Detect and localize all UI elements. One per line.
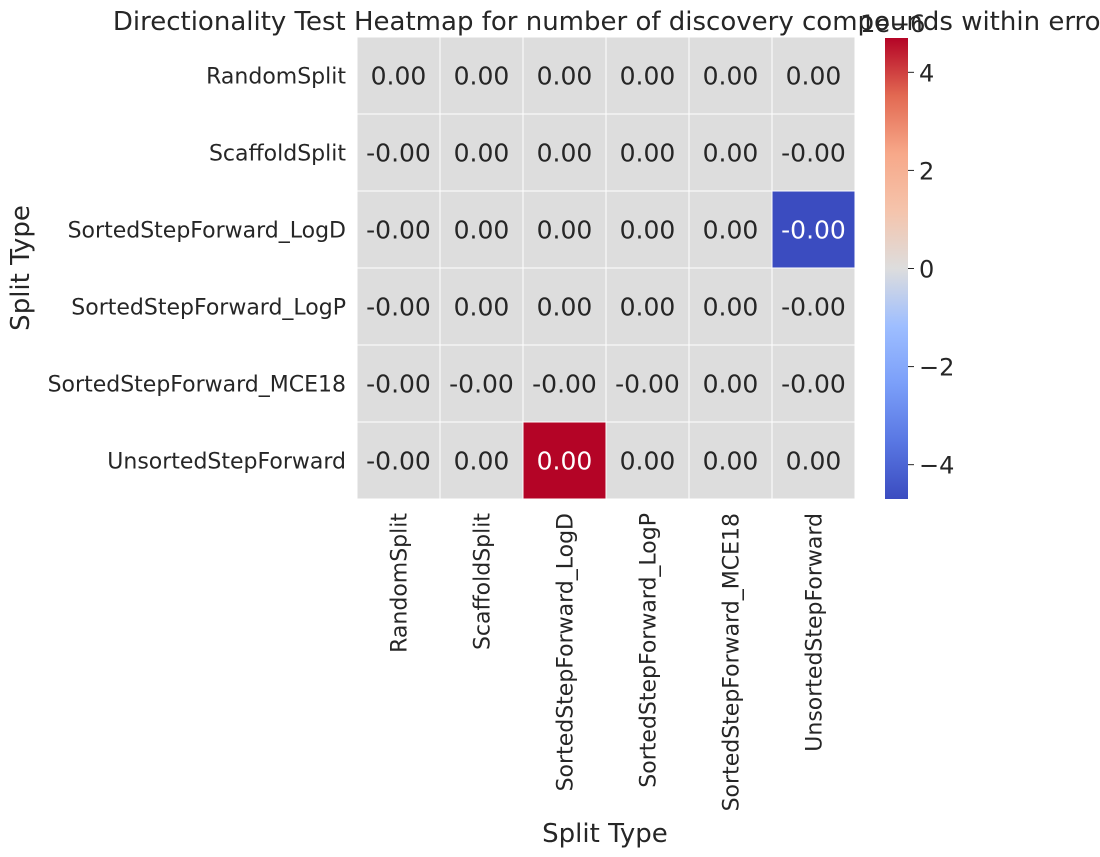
heatmap-cell [771,36,856,115]
cell-value-label: 0.00 [371,62,427,91]
heatmap-cell [688,344,773,423]
heatmap-cell [439,113,524,192]
heatmap-cell [771,190,856,269]
cell-value-label: 0.00 [537,62,593,91]
heatmap-cell [439,36,524,115]
heatmap-cell [356,36,441,115]
heatmap-cell [688,36,773,115]
cell-value-label: 0.00 [620,447,676,476]
cell-value-label: 0.00 [786,62,842,91]
heatmap-cell [688,421,773,500]
cell-value-label: 0.00 [703,62,759,91]
y-axis-label: Split Type [6,205,36,331]
column-tick-label: ScaffoldSplit [471,513,496,650]
cell-value-label: 0.00 [454,216,510,245]
cell-value-label: 0.00 [620,139,676,168]
cell-value-label: -0.00 [532,370,597,399]
heatmap-cells: 0.00 0.00 0.00 0.00 0.00 0.00 -0.00 0.00 0.00 0.0… [356,36,856,500]
heatmap-cell [771,113,856,192]
cell-value-label: -0.00 [781,139,846,168]
cell-value-label: 0.00 [786,447,842,476]
cell-value-label: -0.00 [781,370,846,399]
heatmap-cell [605,113,690,192]
heatmap-cell [688,267,773,346]
row-tick-label: ScaffoldSplit [209,142,346,167]
cell-value-label: 0.00 [620,293,676,322]
heatmap-cell [522,344,607,423]
column-tick-label: SortedStepForward_MCE18 [720,513,745,811]
heatmap-cell [771,344,856,423]
row-tick-label: RandomSplit [206,65,346,90]
heatmap-cell [771,267,856,346]
heatmap-cell [605,344,690,423]
cell-value-label: -0.00 [366,447,431,476]
cell-value-label: 0.00 [537,139,593,168]
cell-value-label: -0.00 [781,216,846,245]
cell-value-label: 0.00 [537,293,593,322]
chart-title: Directionality Test Heatmap for number o… [113,7,1100,37]
heatmap-cell [605,190,690,269]
row-tick-label: SortedStepForward_LogP [71,296,346,321]
heatmap-cell [688,190,773,269]
row-tick-label: UnsortedStepForward [107,450,346,475]
colorbar-tick-label: 2 [919,157,934,185]
cell-value-label: 0.00 [537,447,593,476]
heatmap-cell [356,190,441,269]
heatmap-cell [605,267,690,346]
column-tick-label: SortedStepForward_LogD [554,513,579,791]
cell-value-label: 0.00 [620,62,676,91]
cell-value-label: -0.00 [615,370,680,399]
colorbar-tick-label: 4 [919,59,934,87]
colorbar-ticks: 4 2 0 −2 −4 [908,59,954,480]
heatmap-cell [771,421,856,500]
cell-value-label: 0.00 [537,216,593,245]
heatmap-cell [439,190,524,269]
heatmap-cell [522,36,607,115]
cell-value-label: -0.00 [449,370,514,399]
column-tick-labels: RandomSplit ScaffoldSplit SortedStepForwar… [388,513,828,812]
row-tick-label: SortedStepForward_LogD [68,219,346,244]
cell-value-label: -0.00 [781,293,846,322]
cell-value-label: -0.00 [366,370,431,399]
cell-value-label: 0.00 [454,447,510,476]
cell-value-label: 0.00 [620,216,676,245]
cell-value-label: -0.00 [366,139,431,168]
cell-value-label: 0.00 [703,216,759,245]
colorbar [885,38,908,499]
column-tick-label: UnsortedStepForward [803,513,828,752]
row-tick-label: SortedStepForward_MCE18 [48,373,346,398]
cell-value-label: 0.00 [703,139,759,168]
heatmap-cell [605,36,690,115]
heatmap-cell [356,421,441,500]
row-tick-labels: RandomSplit ScaffoldSplit SortedStepForwar… [48,65,347,475]
column-tick-label: RandomSplit [388,513,413,653]
cell-value-label: 0.00 [454,62,510,91]
colorbar-tick-label: −4 [919,452,954,480]
cell-value-label: 0.00 [703,293,759,322]
cell-value-label: 0.00 [703,447,759,476]
cell-value-label: -0.00 [366,216,431,245]
column-tick-label: SortedStepForward_LogP [637,513,662,788]
cell-value-label: 0.00 [454,139,510,168]
colorbar-tick-label: 0 [919,256,934,284]
cell-value-label: 0.00 [703,370,759,399]
heatmap-cell [605,421,690,500]
colorbar-tick-label: −2 [919,354,954,382]
cell-value-label: 0.00 [454,293,510,322]
heatmap-cell [522,267,607,346]
colorbar-offset-label: 1e−6 [860,10,925,38]
cell-value-label: -0.00 [366,293,431,322]
heatmap-cell [356,267,441,346]
heatmap-cell [439,267,524,346]
x-axis-label: Split Type [542,819,668,849]
heatmap-cell [356,344,441,423]
